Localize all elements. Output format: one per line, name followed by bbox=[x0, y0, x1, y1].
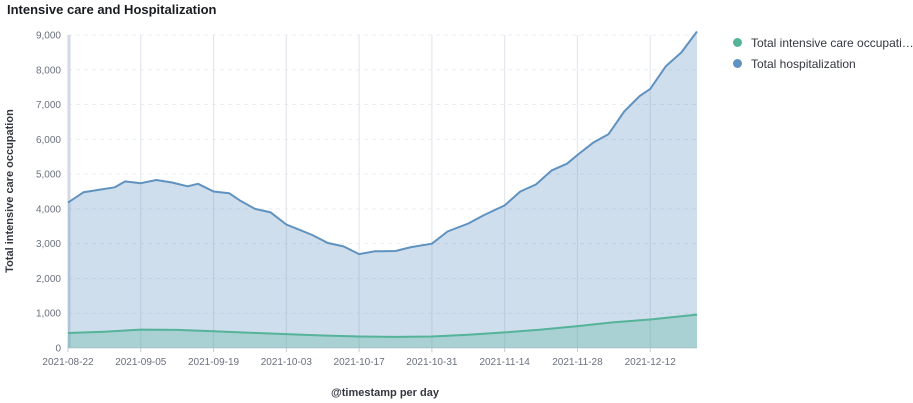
legend-item-intensive-care[interactable]: Total intensive care occupation bbox=[733, 32, 913, 53]
x-tick-label: 2021-11-28 bbox=[552, 357, 603, 368]
y-tick-label: 5,000 bbox=[36, 170, 61, 181]
y-tick-label: 7,000 bbox=[36, 100, 61, 111]
legend-dot-icon bbox=[733, 59, 742, 68]
y-tick-label: 8,000 bbox=[36, 65, 61, 76]
x-axis: 2021-08-22 2021-09-05 2021-09-19 2021-10-03… bbox=[42, 348, 676, 368]
legend-dot-icon bbox=[733, 38, 742, 47]
x-tick-label: 2021-12-12 bbox=[625, 357, 677, 368]
y-tick-label: 2,000 bbox=[36, 274, 61, 285]
area-layer bbox=[68, 31, 697, 348]
legend-label: Total hospitalization bbox=[751, 56, 856, 71]
x-tick-label: 2021-09-05 bbox=[115, 357, 167, 368]
y-tick-label: 0 bbox=[55, 344, 61, 355]
series-area-total-hospitalization bbox=[68, 31, 697, 348]
x-tick-label: 2021-10-31 bbox=[406, 357, 458, 368]
series-area-total-intensive-care-occupation bbox=[68, 314, 697, 348]
panel-title: Intensive care and Hospitalization bbox=[7, 2, 217, 17]
legend-item-hospitalization[interactable]: Total hospitalization bbox=[733, 53, 913, 74]
x-axis-title: @timestamp per day bbox=[331, 387, 440, 399]
series-line-total-hospitalization bbox=[67, 30, 698, 256]
x-tick-label: 2021-10-03 bbox=[261, 357, 313, 368]
x-tick-label: 2021-09-19 bbox=[188, 357, 240, 368]
y-tick-label: 1,000 bbox=[36, 309, 61, 320]
x-tick-label: 2021-08-22 bbox=[42, 357, 94, 368]
series-line-total-intensive-care-occupation bbox=[67, 313, 698, 338]
y-axis: 0 1,000 2,000 3,000 4,000 5,000 6,000 7,000 8,00… bbox=[36, 31, 61, 355]
y-tick-label: 6,000 bbox=[36, 135, 61, 146]
x-tick-label: 2021-10-17 bbox=[334, 357, 386, 368]
y-tick-label: 3,000 bbox=[36, 239, 61, 250]
legend-label: Total intensive care occupation bbox=[751, 35, 913, 50]
x-tick-label: 2021-11-14 bbox=[479, 357, 530, 368]
y-tick-label: 4,000 bbox=[36, 204, 61, 215]
y-tick-label: 9,000 bbox=[36, 31, 61, 42]
legend: Total intensive care occupation Total ho… bbox=[733, 32, 913, 74]
y-axis-title: Total intensive care occupation bbox=[4, 109, 16, 273]
line-layer bbox=[67, 30, 698, 338]
